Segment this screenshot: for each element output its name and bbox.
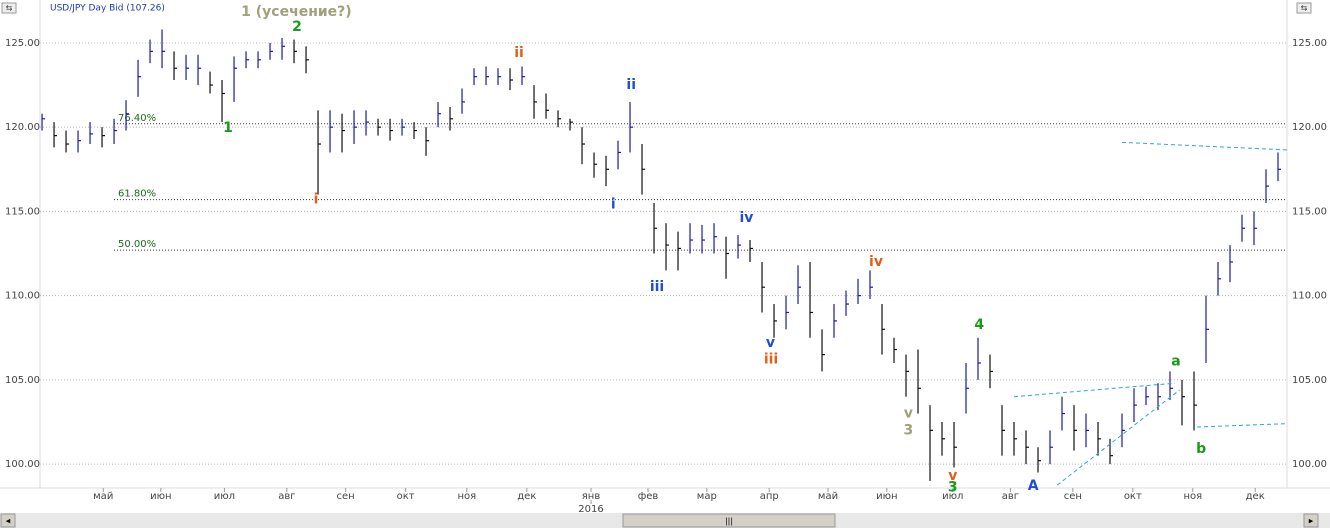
scrollbar[interactable]: ◂ ▸ ||| (0, 513, 1330, 528)
wave-label: 4 (974, 317, 984, 333)
x-tick-label: окт (1124, 491, 1142, 502)
x-tick-label: окт (397, 491, 415, 502)
x-tick-label: июл (942, 491, 963, 502)
y-tick-label: 110.00 (1292, 291, 1327, 302)
x-tick-label: авг (1002, 491, 1019, 502)
x-tick-label: янв (582, 491, 601, 502)
x-tick-label: апр (760, 491, 779, 502)
fib-label: 61.80% (118, 189, 156, 200)
x-tick-label: дек (517, 491, 536, 502)
svg-text:◂: ◂ (6, 517, 11, 527)
x-tick-label: сен (1064, 491, 1082, 502)
chart-title: USD/JPY Day Bid (107.26) (50, 4, 165, 14)
wave-label: i (314, 192, 319, 208)
y-tick-label: 125.00 (5, 38, 40, 49)
x-tick-label: июл (214, 491, 235, 502)
wave-label: iv (869, 254, 883, 270)
trend-line (1196, 423, 1288, 428)
x-tick-label: ноя (1183, 491, 1202, 502)
fib-label: 76.40% (118, 113, 156, 124)
svg-text:▸: ▸ (1309, 517, 1314, 527)
x-tick-label: мар (697, 491, 717, 502)
wave-label: 1 (223, 120, 233, 136)
wave-label: v (948, 468, 957, 484)
wave-label: iii (764, 352, 778, 368)
x-tick-label: ноя (457, 491, 476, 502)
wave-label: iv (739, 210, 753, 226)
y-tick-label: 110.00 (5, 291, 40, 302)
wave-label: A (1028, 478, 1039, 494)
y-tick-label: 120.00 (1292, 122, 1327, 133)
wave-label: ii (514, 45, 524, 61)
wave-label: b (1196, 441, 1206, 457)
y-tick-label: 120.00 (5, 122, 40, 133)
wave-label: v (904, 406, 913, 422)
wave-label: 2 (292, 19, 302, 35)
y-tick-label: 105.00 (5, 375, 40, 386)
trend-line (1013, 382, 1175, 398)
wave-label: 1 (усечение?) (241, 4, 352, 20)
svg-text:|||: ||| (725, 517, 733, 526)
corner-icon[interactable]: ⇆ (1296, 2, 1312, 14)
y-tick-label: 125.00 (1292, 38, 1327, 49)
y-tick-label: 100.00 (5, 459, 40, 470)
x-tick-label: дек (1246, 491, 1265, 502)
svg-text:⇆: ⇆ (6, 4, 13, 13)
wave-label: 3 (948, 480, 958, 496)
wave-label: 3 (904, 422, 914, 438)
y-tick-label: 115.00 (1292, 206, 1327, 217)
wave-label: ii (626, 77, 636, 93)
y-tick-label: 100.00 (1292, 459, 1327, 470)
svg-text:⇆: ⇆ (1301, 4, 1308, 13)
x-tick-label: май (93, 491, 113, 502)
x-tick-label: май (818, 491, 838, 502)
wave-label: i (611, 197, 616, 213)
x-tick-label: сен (337, 491, 355, 502)
y-tick-label: 115.00 (5, 206, 40, 217)
x-tick-label: июн (876, 491, 897, 502)
y-tick-label: 105.00 (1292, 375, 1327, 386)
fib-label: 50.00% (118, 239, 156, 250)
trend-line (1056, 389, 1180, 486)
wave-label: v (766, 335, 775, 351)
x-tick-label: июн (150, 491, 171, 502)
year-label: 2016 (578, 504, 603, 515)
x-tick-label: фев (638, 491, 659, 502)
wave-label: iii (650, 279, 664, 295)
x-tick-label: авг (278, 491, 295, 502)
corner-icon[interactable]: ⇆ (1, 2, 17, 14)
wave-label: a (1171, 353, 1180, 369)
